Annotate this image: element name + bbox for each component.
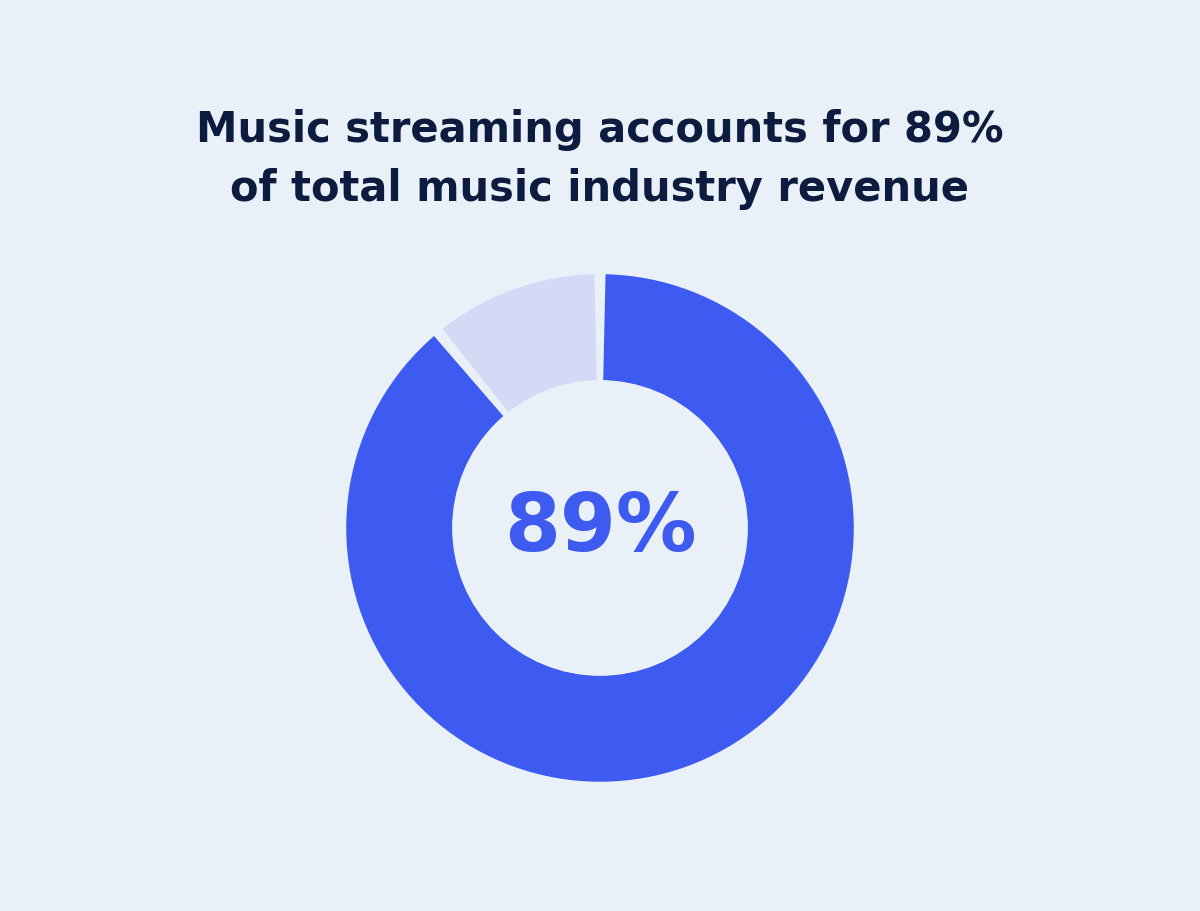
Wedge shape (443, 275, 596, 413)
Text: Music streaming accounts for 89%
of total music industry revenue: Music streaming accounts for 89% of tota… (196, 109, 1004, 210)
Text: 89%: 89% (504, 489, 696, 568)
Wedge shape (347, 275, 853, 782)
Circle shape (452, 382, 748, 675)
